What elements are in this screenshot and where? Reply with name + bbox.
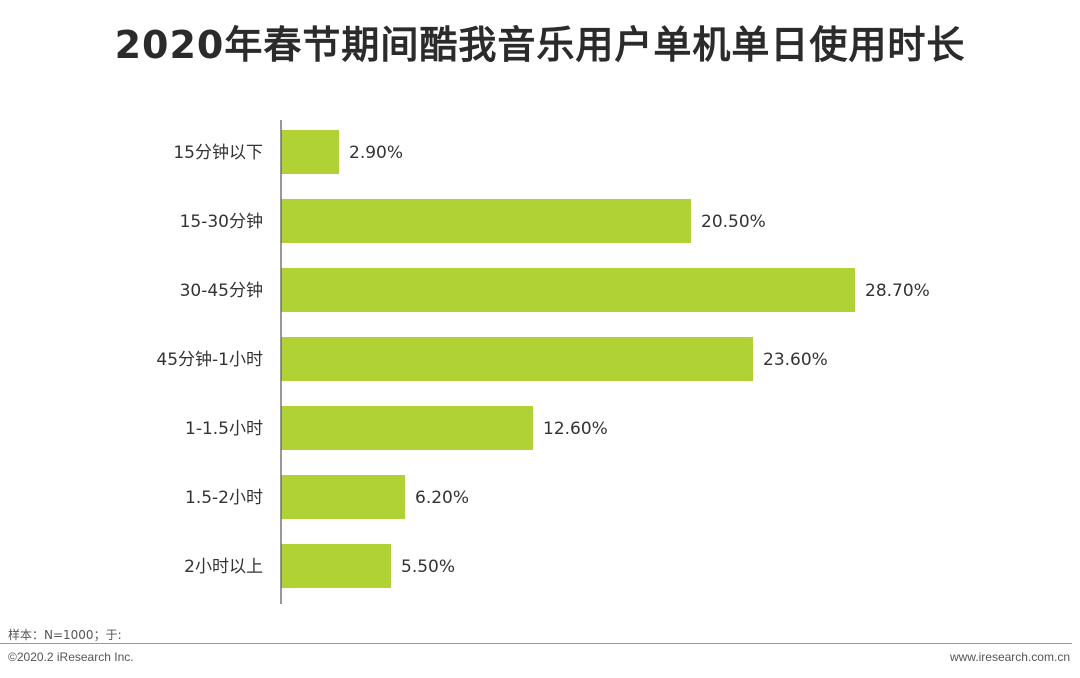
value-label: 20.50%	[701, 212, 766, 232]
value-label: 23.60%	[763, 350, 828, 370]
value-labels-group: 2.90% 20.50% 28.70% 23.60% 12.60% 6.20% 5.50%	[349, 143, 930, 577]
value-label: 12.60%	[543, 419, 608, 439]
category-label: 2小时以上	[184, 557, 263, 577]
value-label: 2.90%	[349, 143, 403, 163]
website-link[interactable]: www.iresearch.com.cn	[949, 650, 1070, 664]
bar	[281, 199, 691, 243]
value-label: 28.70%	[865, 281, 930, 301]
value-label: 6.20%	[415, 488, 469, 508]
chart-title: 2020年春节期间酷我音乐用户单机单日使用时长	[114, 23, 966, 67]
category-label: 30-45分钟	[180, 281, 263, 301]
bar	[281, 475, 405, 519]
copyright-text: ©2020.2 iResearch Inc.	[8, 650, 134, 664]
bar	[281, 337, 753, 381]
category-label: 45分钟-1小时	[156, 350, 263, 370]
bar	[281, 406, 533, 450]
category-label: 15分钟以下	[173, 143, 263, 163]
sample-note: 样本：N=1000；于:	[8, 628, 122, 642]
category-labels-group: 15分钟以下 15-30分钟 30-45分钟 45分钟-1小时 1-1.5小时 1.5-2…	[156, 143, 263, 577]
category-label: 1.5-2小时	[185, 488, 263, 508]
category-label: 1-1.5小时	[185, 419, 263, 439]
bar	[281, 268, 855, 312]
category-label: 15-30分钟	[180, 212, 263, 232]
value-label: 5.50%	[401, 557, 455, 577]
bar	[281, 130, 339, 174]
bar	[281, 544, 391, 588]
bars-group	[281, 130, 855, 588]
footer-divider	[0, 643, 1072, 644]
